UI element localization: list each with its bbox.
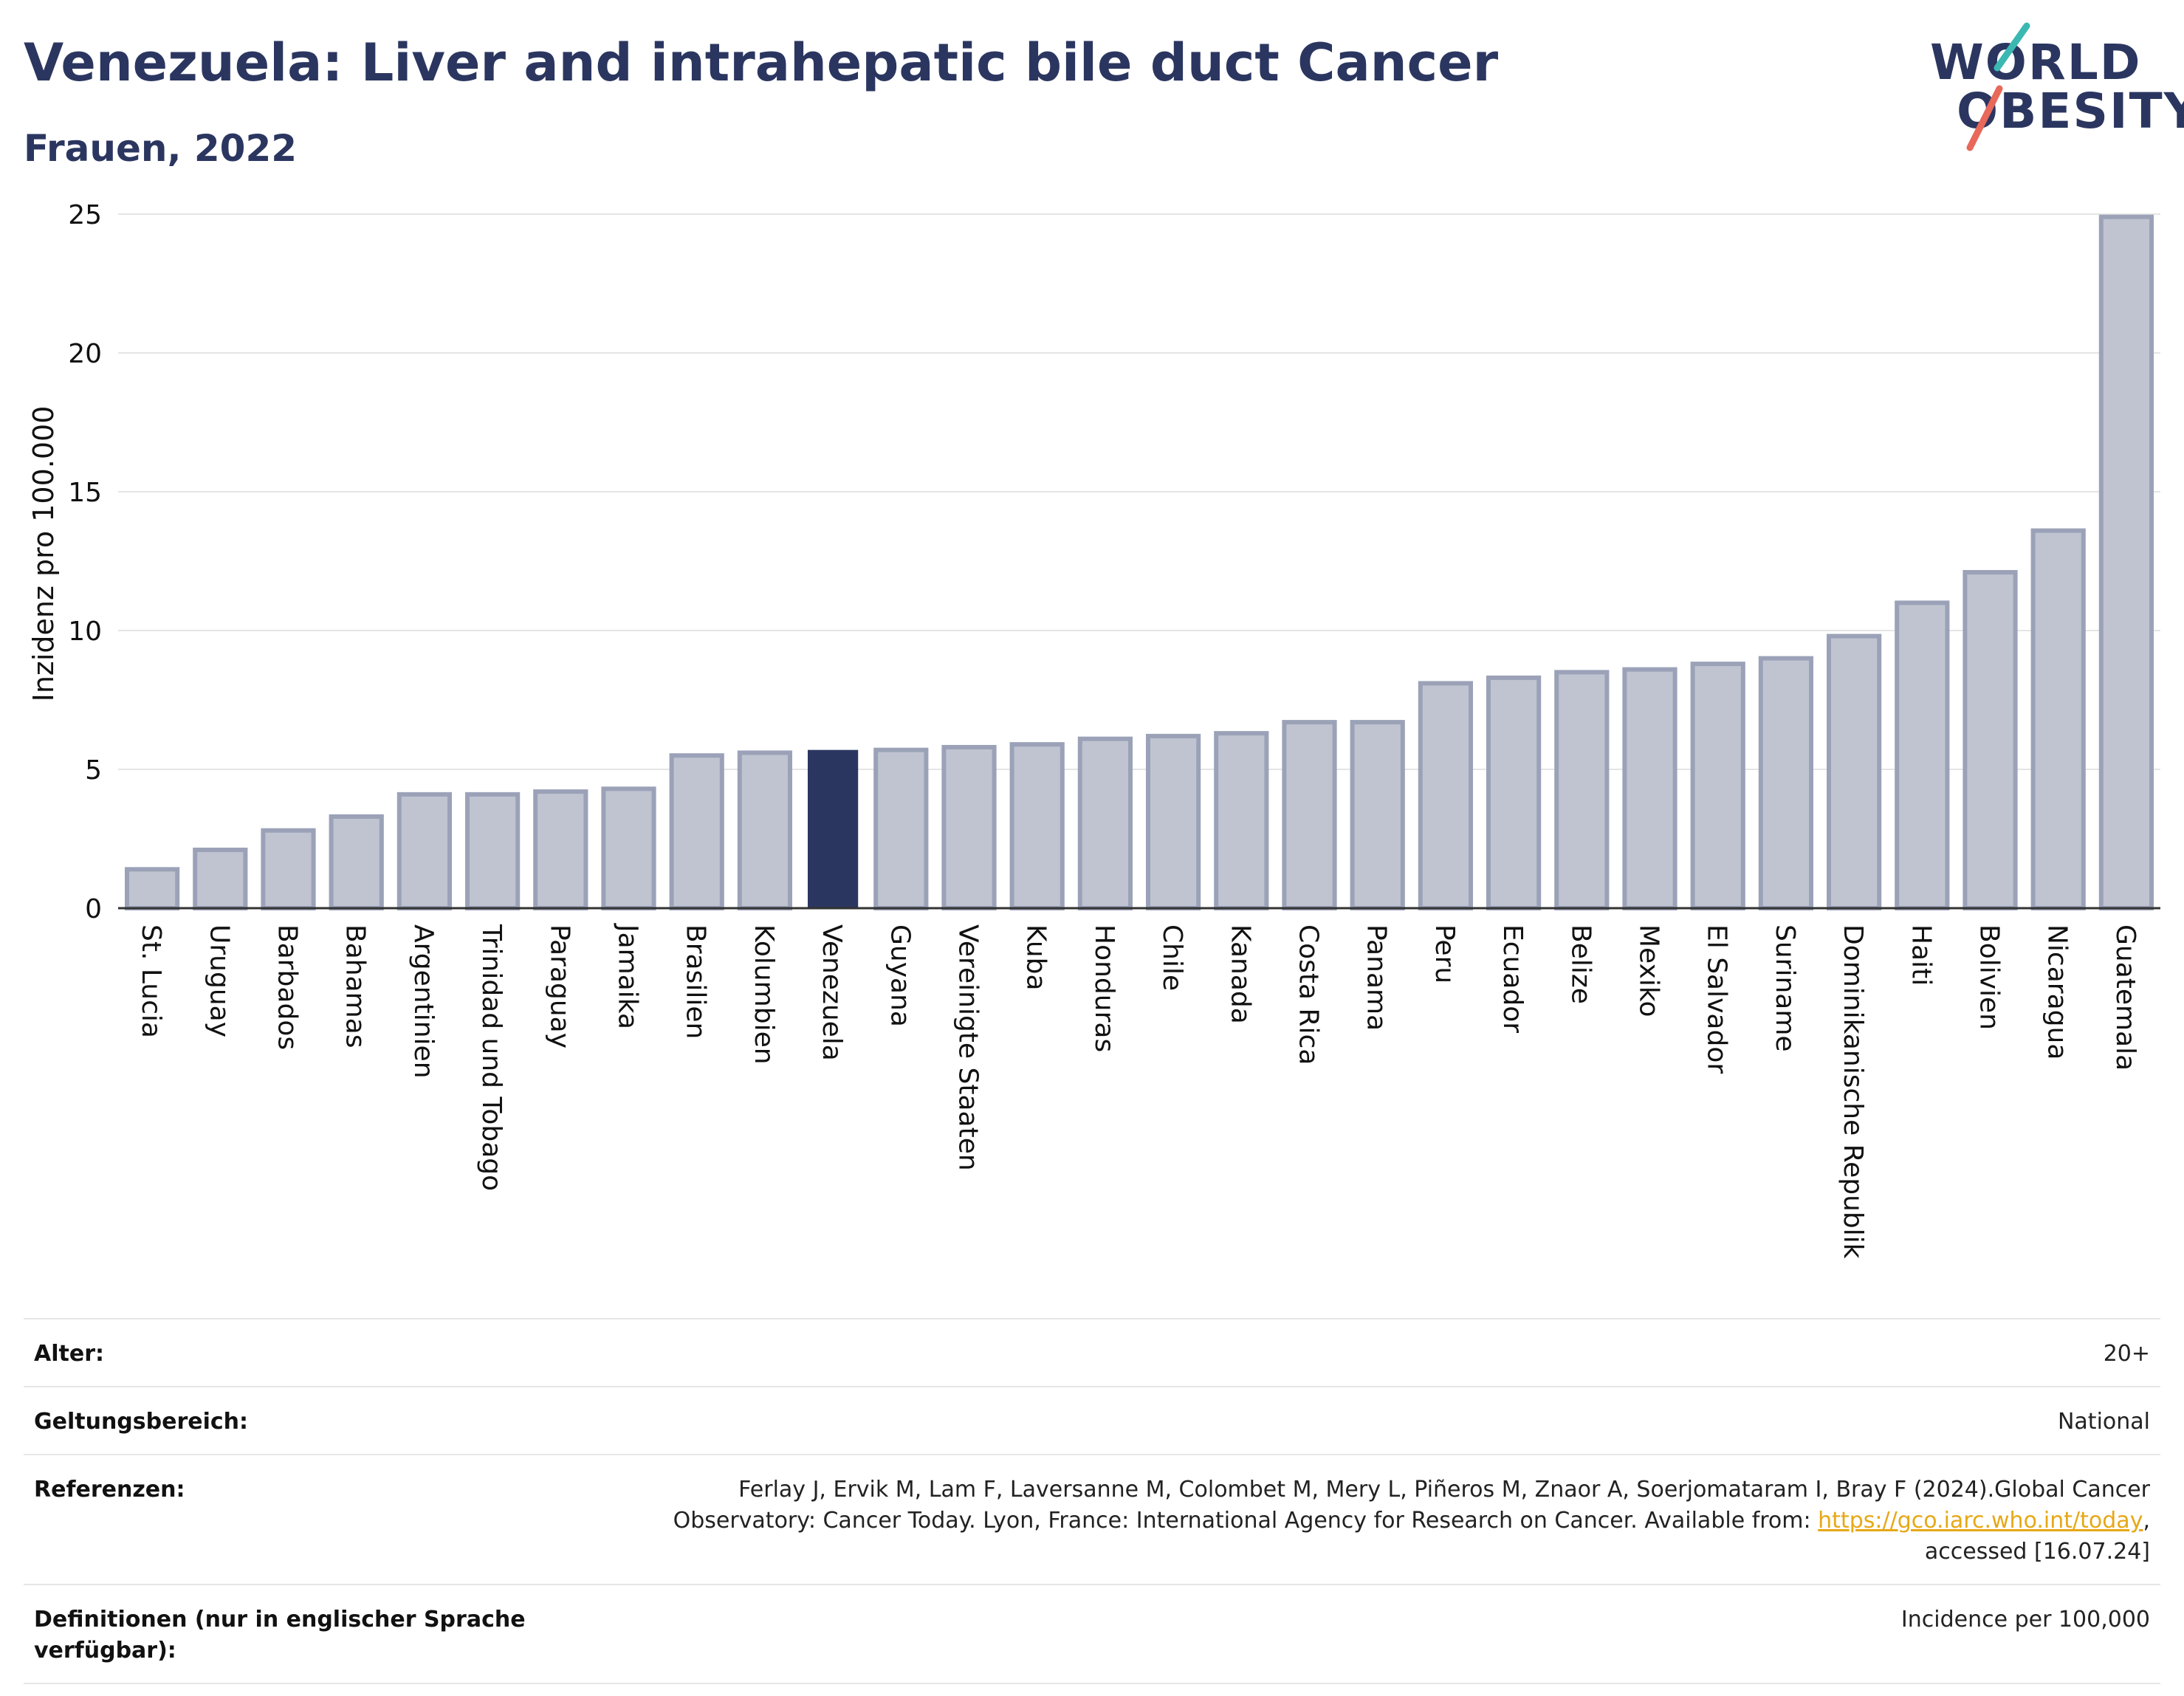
x-tick-label: Belize — [1565, 924, 1596, 1004]
x-tick-label: Trinidad und Tobago — [476, 924, 506, 1191]
bar-guatemala — [2098, 214, 2154, 910]
bar-brasilien — [669, 753, 724, 911]
x-tick-label: Uruguay — [204, 924, 234, 1037]
meta-row-references: Referenzen: Ferlay J, Ervik M, Lam F, La… — [24, 1454, 2160, 1584]
metadata-table: Alter: 20+ Geltungsbereich: National Ref… — [24, 1318, 2160, 1684]
meta-value-scope: National — [2057, 1409, 2150, 1435]
axes: 0 5 10 15 20 25 St. Lucia Uruguay Barbados Bahama… — [68, 200, 2160, 1259]
bar-uruguay — [193, 848, 248, 910]
x-tick-label: Argentinien — [408, 924, 439, 1079]
bar-el-salvador — [1690, 662, 1745, 910]
y-tick-label: 25 — [68, 200, 102, 230]
y-tick-label: 0 — [85, 894, 102, 924]
bar-belize — [1554, 670, 1610, 911]
x-tick-label: El Salvador — [1702, 924, 1732, 1074]
x-tick-label: Ecuador — [1497, 924, 1528, 1033]
x-tick-label: Haiti — [1906, 924, 1936, 986]
bar-argentinien — [396, 792, 453, 911]
bar-kuba — [1009, 742, 1065, 910]
x-tick-label: Suriname — [1770, 924, 1800, 1052]
x-tick-label: Guyana — [885, 924, 915, 1027]
bar-dominikanische-republik — [1826, 634, 1882, 911]
bar-suriname — [1758, 656, 1814, 910]
bar-chile — [1145, 733, 1201, 910]
x-tick-label: Panama — [1361, 924, 1392, 1031]
bar-bahamas — [329, 814, 384, 910]
bar-kolumbien — [737, 750, 793, 910]
meta-row-scope: Geltungsbereich: National — [24, 1386, 2160, 1454]
y-tick-label: 20 — [68, 339, 102, 369]
x-tick-label: Jamaika — [613, 923, 643, 1029]
reference-text: Ferlay J, Ervik M, Lam F, Laversanne M, … — [673, 1477, 2150, 1534]
meta-row-definitions: Definitionen (nur in englischer Sprache … — [24, 1584, 2160, 1684]
x-tick-label: Barbados — [272, 924, 303, 1050]
bar-kanada — [1214, 731, 1269, 910]
x-tick-label: Nicaragua — [2042, 924, 2073, 1060]
page-subtitle: Frauen, 2022 — [24, 127, 298, 170]
x-tick-label: Guatemala — [2110, 924, 2140, 1071]
bar-bolivien — [1962, 570, 2018, 910]
bar-venezuela — [807, 749, 859, 908]
bar-panama — [1350, 720, 1405, 911]
bar-trinidad-und-tobago — [464, 792, 521, 911]
world-obesity-logo: WORLD OBESITY — [1920, 22, 2184, 162]
bar-st-lucia — [124, 867, 180, 910]
x-tick-label: Kanada — [1225, 924, 1255, 1024]
grid-lines — [118, 213, 2160, 770]
y-tick-label: 5 — [85, 755, 102, 786]
reference-link[interactable]: https://gco.iarc.who.int/today — [1818, 1508, 2143, 1534]
x-tick-label: Kuba — [1021, 924, 1051, 991]
bar-paraguay — [533, 789, 588, 911]
x-tick-label: St. Lucia — [136, 924, 166, 1038]
logo-slash-icon — [1966, 22, 2030, 151]
meta-value-definitions: Incidence per 100,000 — [1900, 1607, 2150, 1633]
meta-label-references: Referenzen: — [34, 1477, 185, 1503]
x-tick-label: Costa Rica — [1294, 924, 1324, 1065]
x-tick-label: Honduras — [1089, 924, 1119, 1052]
bar-ecuador — [1486, 675, 1542, 910]
bar-haiti — [1895, 600, 1950, 911]
bar-jamaika — [601, 786, 656, 910]
bar-guyana — [873, 747, 929, 910]
bar-barbados — [261, 828, 316, 910]
y-tick-label: 10 — [68, 617, 102, 647]
x-tick-label: Kolumbien — [749, 924, 779, 1065]
x-tick-label: Bolivien — [1974, 924, 2005, 1030]
bar-peru — [1418, 681, 1474, 910]
x-tick-label: Vereinigte Staaten — [953, 924, 983, 1171]
meta-value-references: Ferlay J, Ervik M, Lam F, Laversanne M, … — [600, 1474, 2150, 1568]
bar-vereinigte-staaten — [941, 744, 997, 910]
bar-costa-rica — [1282, 720, 1337, 911]
y-axis-label: Inzidenz pro 100.000 — [27, 406, 60, 702]
x-tick-label: Bahamas — [340, 924, 371, 1048]
bar-nicaragua — [2030, 528, 2086, 910]
meta-row-age: Alter: 20+ — [24, 1318, 2160, 1386]
bars — [124, 214, 2154, 911]
x-tick-label: Venezuela — [817, 924, 847, 1061]
page-title: Venezuela: Liver and intrahepatic bile d… — [24, 32, 1499, 93]
x-tick-label: Brasilien — [681, 924, 711, 1039]
x-tick-label: Chile — [1157, 924, 1187, 991]
x-tick-label: Dominikanische Republik — [1838, 924, 1868, 1259]
logo-line1: WORLD — [1930, 34, 2142, 91]
x-tick-label: Paraguay — [544, 924, 574, 1048]
meta-label-definitions: Definitionen (nur in englischer Sprache … — [34, 1607, 526, 1664]
meta-label-age: Alter: — [34, 1341, 104, 1367]
bar-mexiko — [1622, 667, 1678, 910]
y-tick-label: 15 — [68, 478, 102, 508]
bar-chart: 0 5 10 15 20 25 St. Lucia Uruguay Barbados Bahama… — [27, 200, 2160, 1259]
meta-value-age: 20+ — [2103, 1341, 2150, 1367]
bar-honduras — [1077, 736, 1133, 911]
x-tick-label: Peru — [1429, 924, 1460, 983]
meta-label-scope: Geltungsbereich: — [34, 1409, 249, 1435]
x-tick-label: Mexiko — [1634, 924, 1664, 1017]
reference-accessed: , accessed [16.07.24] — [1924, 1508, 2150, 1565]
